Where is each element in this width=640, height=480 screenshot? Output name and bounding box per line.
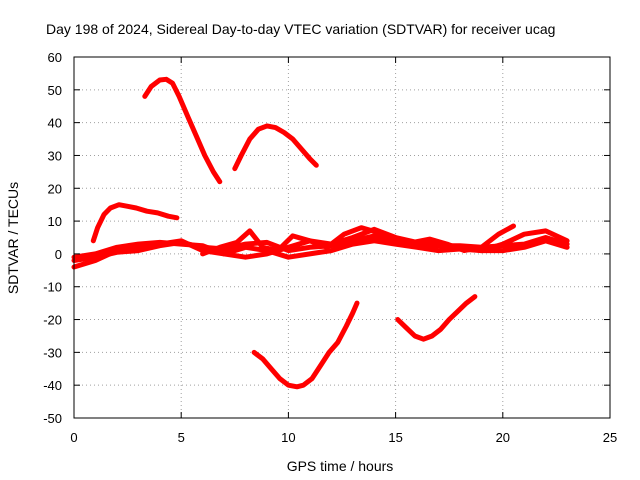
y-tick-label: -20 [43, 313, 62, 328]
x-tick-label: 15 [388, 430, 402, 445]
series-layer [71, 76, 570, 390]
y-tick-label: -10 [43, 280, 62, 295]
y-tick-label: -50 [43, 411, 62, 426]
series-line-arc-peak-39 [232, 123, 319, 172]
y-tick-label: 20 [48, 181, 62, 196]
y-axis-title: SDTVAR / TECUs [5, 182, 21, 294]
x-axis-title: GPS time / hours [287, 458, 394, 474]
series-line-arc-min-26 [395, 294, 478, 342]
y-tick-label: 40 [48, 116, 62, 131]
y-tick-label: 30 [48, 148, 62, 163]
plot-frame [73, 56, 611, 419]
grid-layer [74, 57, 610, 418]
y-tick-label: 50 [48, 83, 62, 98]
y-tick-label: -30 [43, 345, 62, 360]
y-tick-label: -40 [43, 378, 62, 393]
series-line-arc-min-40 [251, 300, 360, 390]
x-tick-label: 20 [496, 430, 510, 445]
y-tick-label: 10 [48, 214, 62, 229]
y-tick-label: 0 [55, 247, 62, 262]
series-line-arc-peak-53 [142, 76, 223, 185]
x-tick-label: 10 [281, 430, 295, 445]
x-tick-label: 25 [603, 430, 617, 445]
series-line-band-d [200, 223, 516, 257]
series-line-arc-peak-15 [90, 202, 180, 244]
x-tick-label: 5 [178, 430, 185, 445]
chart-title: Day 198 of 2024, Sidereal Day-to-day VTE… [46, 21, 555, 37]
x-tick-label: 0 [70, 430, 77, 445]
y-tick-label: 60 [48, 50, 62, 65]
tick-layer: 0 5 10 15 20 25 -50 -40 -30 -20 -10 0 10 20 30 40 50 60 [43, 50, 617, 445]
